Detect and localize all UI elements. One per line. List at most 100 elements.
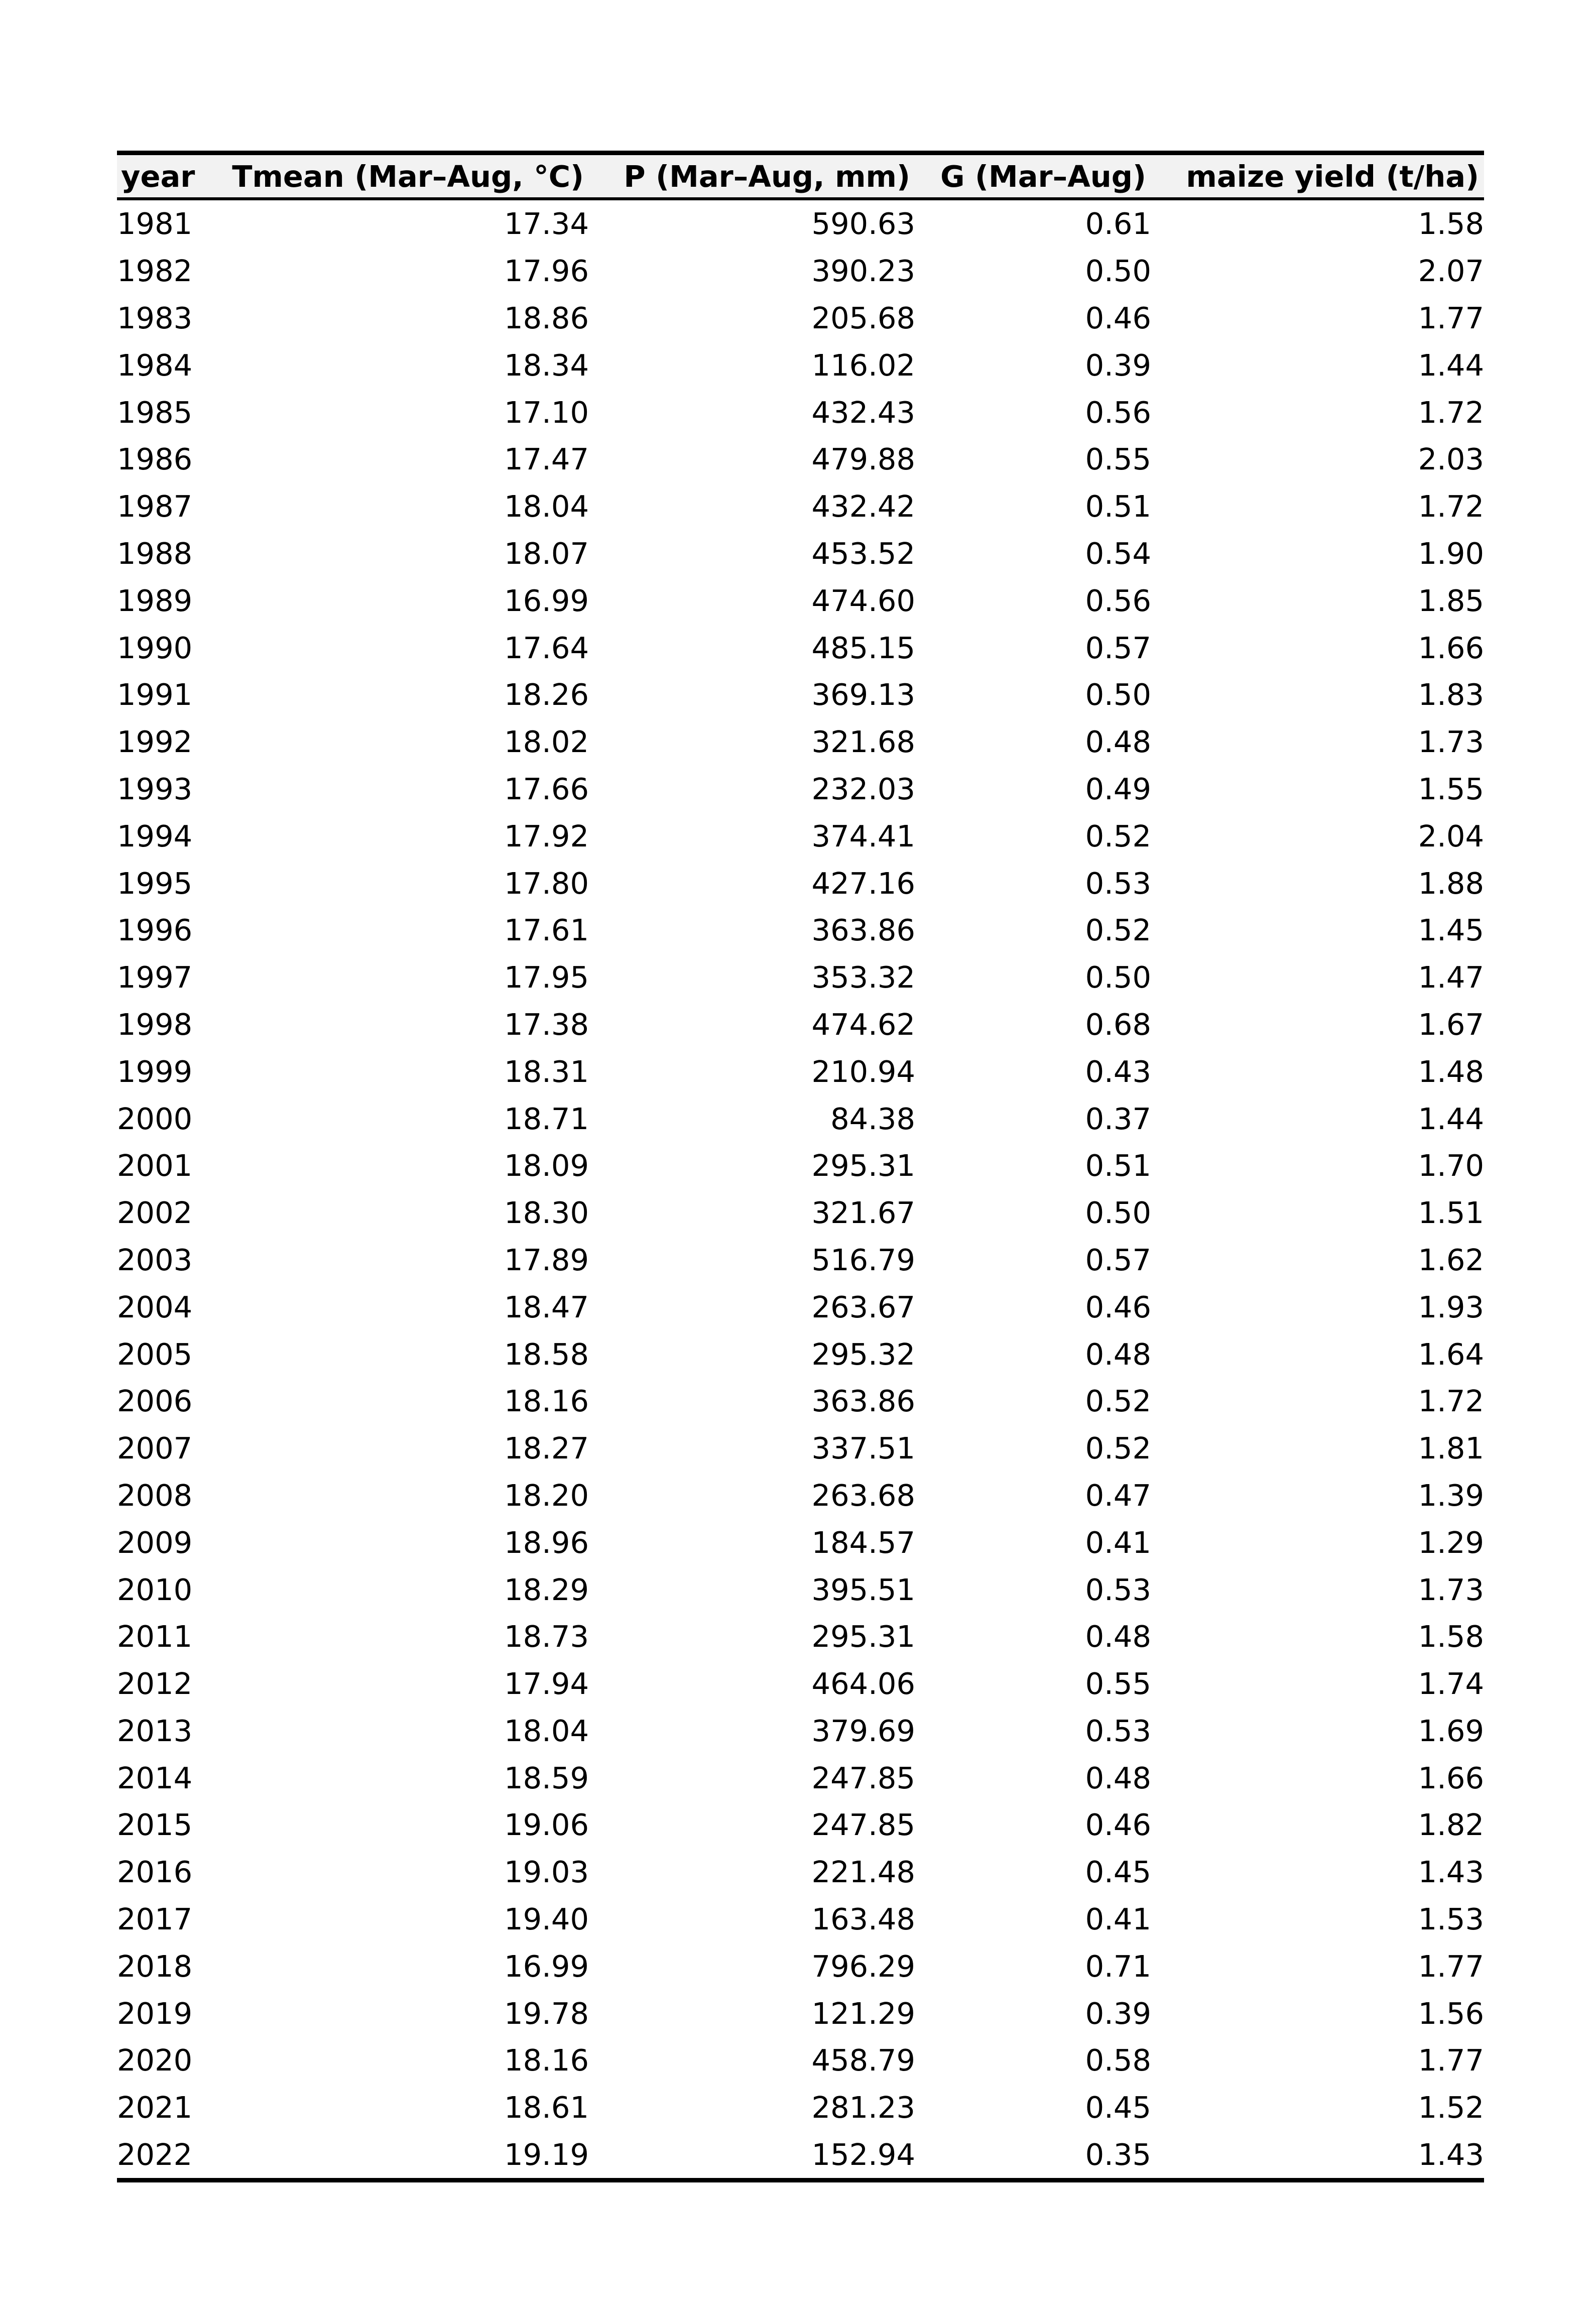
cell-precipitation: 163.48 bbox=[811, 1902, 915, 1937]
cell-year: 1982 bbox=[117, 254, 193, 289]
cell-precipitation: 210.94 bbox=[811, 1054, 915, 1089]
cell-maize-yield: 1.72 bbox=[1418, 489, 1484, 524]
cell-g: 0.41 bbox=[1085, 1902, 1151, 1937]
cell-g: 0.50 bbox=[1085, 254, 1151, 289]
cell-year: 1983 bbox=[117, 300, 193, 335]
cell-precipitation: 152.94 bbox=[589, 2131, 915, 2183]
cell-precipitation: 374.41 bbox=[811, 818, 915, 854]
cell-maize-yield: 1.77 bbox=[1418, 300, 1484, 335]
cell-maize-yield: 1.56 bbox=[1418, 1996, 1484, 2031]
cell-g: 0.71 bbox=[1085, 1949, 1151, 1984]
cell-year: 2011 bbox=[117, 1619, 193, 1654]
cell-tmean: 19.03 bbox=[504, 1855, 589, 1890]
cell-year: 1990 bbox=[117, 630, 193, 665]
cell-precipitation: 796.29 bbox=[811, 1949, 915, 1984]
cell-year: 2017 bbox=[117, 1902, 193, 1937]
cell-maize-yield: 1.48 bbox=[1418, 1054, 1484, 1089]
cell-precipitation: 121.29 bbox=[811, 1996, 915, 2031]
column-header-tmean: Tmean (Mar–Aug, °C) bbox=[232, 159, 584, 194]
table-row: 2021 18.61 281.23 0.45 1.52 bbox=[117, 2084, 1484, 2131]
cell-maize-yield: 1.70 bbox=[1418, 1148, 1484, 1183]
cell-year: 1986 bbox=[117, 442, 193, 477]
cell-precipitation: 432.43 bbox=[811, 395, 915, 430]
cell-tmean: 17.34 bbox=[504, 206, 589, 241]
cell-maize-yield: 1.52 bbox=[1418, 2090, 1484, 2125]
cell-year: 1988 bbox=[117, 536, 193, 571]
cell-precipitation: 247.85 bbox=[811, 1807, 915, 1843]
cell-maize-yield: 1.67 bbox=[1418, 1007, 1484, 1042]
cell-g: 0.51 bbox=[1085, 1148, 1151, 1183]
cell-year: 2007 bbox=[117, 1431, 193, 1466]
table-row: 1997 17.95 353.32 0.50 1.47 bbox=[117, 954, 1484, 1001]
cell-precipitation: 321.67 bbox=[811, 1195, 915, 1231]
cell-precipitation: 379.69 bbox=[811, 1713, 915, 1748]
cell-year: 1984 bbox=[117, 347, 193, 383]
table-row: 1987 18.04 432.42 0.51 1.72 bbox=[117, 483, 1484, 530]
cell-year: 1997 bbox=[117, 960, 193, 995]
cell-maize-yield: 1.58 bbox=[1418, 206, 1484, 241]
cell-g: 0.47 bbox=[1085, 1478, 1151, 1513]
cell-maize-yield: 1.72 bbox=[1418, 395, 1484, 430]
cell-maize-yield: 1.77 bbox=[1418, 2043, 1484, 2078]
cell-tmean: 18.96 bbox=[504, 1525, 589, 1560]
table-row: 1999 18.31 210.94 0.43 1.48 bbox=[117, 1048, 1484, 1095]
cell-precipitation: 184.57 bbox=[811, 1525, 915, 1560]
cell-tmean: 19.06 bbox=[504, 1807, 589, 1843]
cell-tmean: 17.96 bbox=[504, 254, 589, 289]
cell-year: 1996 bbox=[117, 913, 193, 948]
cell-g: 0.49 bbox=[1085, 771, 1151, 806]
table-row: 2009 18.96 184.57 0.41 1.29 bbox=[117, 1519, 1484, 1566]
cell-maize-yield: 1.55 bbox=[1418, 771, 1484, 806]
cell-tmean: 18.16 bbox=[504, 1384, 589, 1419]
cell-g: 0.50 bbox=[1085, 960, 1151, 995]
cell-tmean: 18.71 bbox=[504, 1101, 589, 1136]
cell-g: 0.48 bbox=[1085, 1619, 1151, 1654]
cell-tmean: 18.26 bbox=[504, 677, 589, 712]
cell-year: 2005 bbox=[117, 1336, 193, 1372]
cell-maize-yield: 1.39 bbox=[1418, 1478, 1484, 1513]
cell-maize-yield: 1.90 bbox=[1418, 536, 1484, 571]
cell-year: 1987 bbox=[117, 489, 193, 524]
cell-precipitation: 474.62 bbox=[811, 1007, 915, 1042]
cell-tmean: 18.27 bbox=[504, 1431, 589, 1466]
cell-maize-yield: 2.03 bbox=[1418, 442, 1484, 477]
cell-year: 1999 bbox=[117, 1054, 193, 1089]
table-row: 2013 18.04 379.69 0.53 1.69 bbox=[117, 1708, 1484, 1755]
table-row: 2014 18.59 247.85 0.48 1.66 bbox=[117, 1754, 1484, 1801]
cell-maize-yield: 1.73 bbox=[1418, 1572, 1484, 1607]
cell-tmean: 17.66 bbox=[504, 771, 589, 806]
cell-year: 2010 bbox=[117, 1572, 193, 1607]
cell-precipitation: 232.03 bbox=[811, 771, 915, 806]
table-row: 2007 18.27 337.51 0.52 1.81 bbox=[117, 1425, 1484, 1472]
cell-tmean: 19.19 bbox=[217, 2131, 589, 2183]
cell-precipitation: 479.88 bbox=[811, 442, 915, 477]
table-row: 1988 18.07 453.52 0.54 1.90 bbox=[117, 530, 1484, 577]
cell-year: 1994 bbox=[117, 818, 193, 854]
table-row: 2010 18.29 395.51 0.53 1.73 bbox=[117, 1566, 1484, 1613]
table-row: 1981 17.34 590.63 0.61 1.58 bbox=[117, 199, 1484, 248]
cell-maize-yield: 1.88 bbox=[1418, 866, 1484, 901]
cell-precipitation: 590.63 bbox=[811, 206, 915, 241]
table-row: 2020 18.16 458.79 0.58 1.77 bbox=[117, 2037, 1484, 2084]
cell-g: 0.52 bbox=[1085, 913, 1151, 948]
cell-g: 0.52 bbox=[1085, 1431, 1151, 1466]
cell-g: 0.58 bbox=[1085, 2043, 1151, 2078]
cell-precipitation: 516.79 bbox=[811, 1242, 915, 1277]
cell-g: 0.45 bbox=[1085, 1855, 1151, 1890]
cell-tmean: 18.59 bbox=[504, 1760, 589, 1795]
cell-precipitation: 247.85 bbox=[811, 1760, 915, 1795]
cell-year: 1981 bbox=[117, 206, 193, 241]
table-row: 1991 18.26 369.13 0.50 1.83 bbox=[117, 671, 1484, 718]
cell-tmean: 18.73 bbox=[504, 1619, 589, 1654]
cell-precipitation: 263.67 bbox=[811, 1289, 915, 1324]
cell-g: 0.41 bbox=[1085, 1525, 1151, 1560]
cell-maize-yield: 1.44 bbox=[1418, 347, 1484, 383]
cell-g: 0.55 bbox=[1085, 442, 1151, 477]
cell-precipitation: 321.68 bbox=[811, 724, 915, 760]
cell-year: 2000 bbox=[117, 1101, 193, 1136]
table-row: 1993 17.66 232.03 0.49 1.55 bbox=[117, 766, 1484, 813]
cell-g: 0.55 bbox=[1085, 1666, 1151, 1701]
cell-maize-yield: 1.72 bbox=[1418, 1384, 1484, 1419]
cell-precipitation: 295.32 bbox=[811, 1336, 915, 1372]
cell-maize-yield: 1.73 bbox=[1418, 724, 1484, 760]
